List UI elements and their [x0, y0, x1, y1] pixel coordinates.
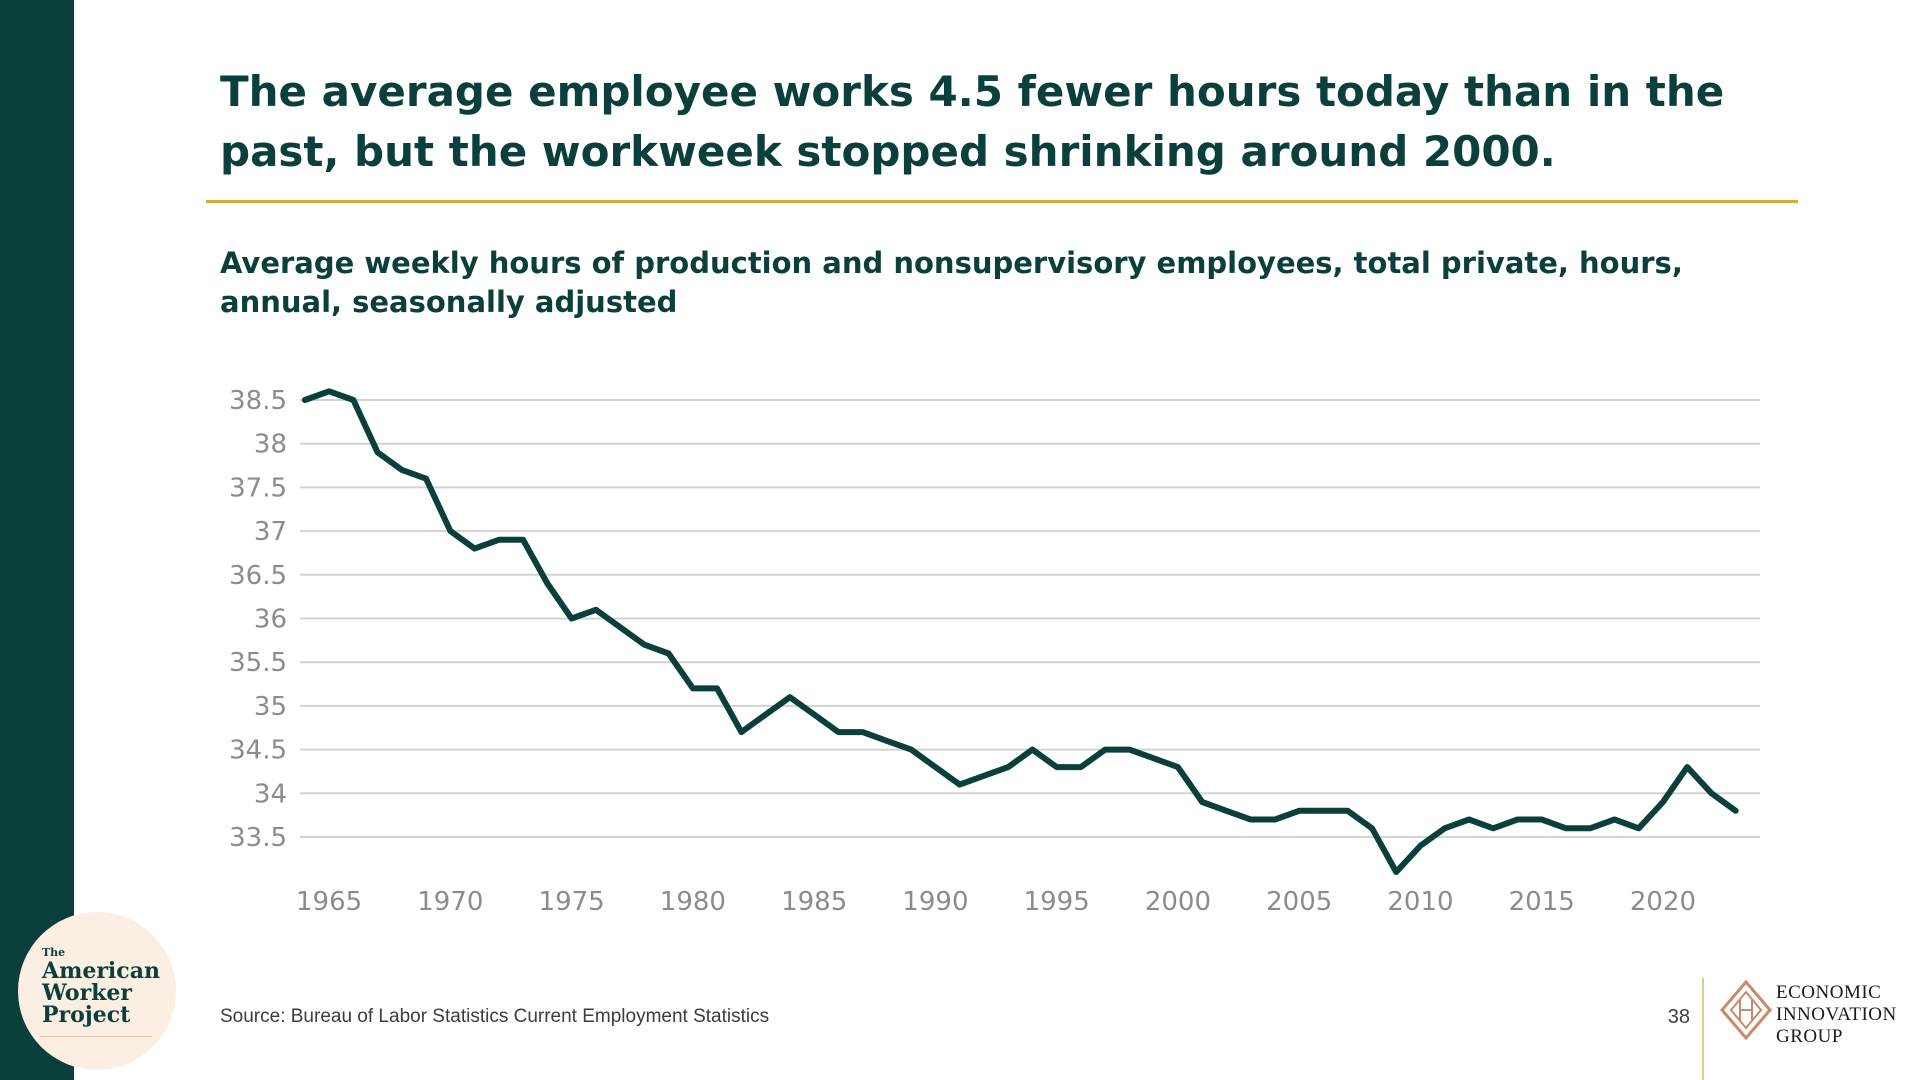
awp-line-2: Worker [42, 980, 133, 1006]
headline-divider [206, 200, 1798, 203]
x-tick-label: 2000 [1145, 887, 1211, 917]
awp-the: The [42, 946, 66, 959]
x-tick-label: 1995 [1024, 887, 1090, 917]
y-tick-label: 34 [254, 779, 287, 809]
gridlines [300, 399, 1760, 838]
awp-line-1: American [42, 958, 160, 984]
x-tick-label: 2015 [1509, 887, 1575, 917]
x-tick-label: 2020 [1630, 887, 1696, 917]
american-worker-project-logo [18, 912, 176, 1070]
x-tick-label: 2010 [1387, 887, 1453, 917]
y-tick-label: 36 [254, 605, 287, 635]
x-tick-label: 1965 [296, 887, 362, 917]
y-tick-label: 37.5 [229, 473, 287, 503]
logo-divider [1702, 978, 1704, 1080]
x-tick-label: 1990 [902, 887, 968, 917]
y-tick-label: 38.5 [229, 386, 287, 416]
eig-line-1: ECONOMIC [1776, 982, 1882, 1003]
series-layer [301, 388, 1739, 875]
eig-wordmark: ECONOMIC INNOVATION GROUP [1776, 982, 1897, 1048]
series-line [301, 388, 1739, 875]
eig-diamond-icon [1720, 980, 1772, 1040]
y-axis-ticks: 38.5 38 37.5 37 36.5 36 35.5 35 34.5 34 33.5 [229, 386, 287, 853]
y-tick-label: 35 [254, 692, 287, 722]
x-tick-label: 2005 [1266, 887, 1332, 917]
awp-line-3: Project [42, 1002, 131, 1028]
x-tick-label: 1975 [539, 887, 605, 917]
y-tick-label: 33.5 [229, 823, 287, 853]
source-note: Source: Bureau of Labor Statistics Curre… [220, 1006, 770, 1027]
y-tick-label: 36.5 [229, 561, 287, 591]
left-sidebar-bar [0, 0, 74, 1080]
slide-headline: The average employee works 4.5 fewer hou… [220, 67, 1725, 176]
page-number: 38 [1667, 1006, 1690, 1028]
chart-title: Average weekly hours of production and n… [220, 246, 1683, 319]
x-tick-label: 1980 [660, 887, 726, 917]
x-tick-label: 1970 [417, 887, 483, 917]
eig-line-2: INNOVATION [1776, 1004, 1897, 1025]
x-tick-label: 1985 [781, 887, 847, 917]
american-worker-project-wordmark: The American Worker Project [42, 946, 160, 1026]
x-axis-ticks: 1965 1970 1975 1980 1985 1990 1995 2000 2005 2010… [296, 887, 1696, 917]
eig-line-3: GROUP [1776, 1026, 1843, 1047]
y-tick-label: 38 [254, 430, 287, 460]
y-tick-label: 35.5 [229, 648, 287, 678]
awp-underline [40, 1036, 152, 1037]
y-tick-label: 37 [254, 517, 287, 547]
y-tick-label: 34.5 [229, 736, 287, 766]
